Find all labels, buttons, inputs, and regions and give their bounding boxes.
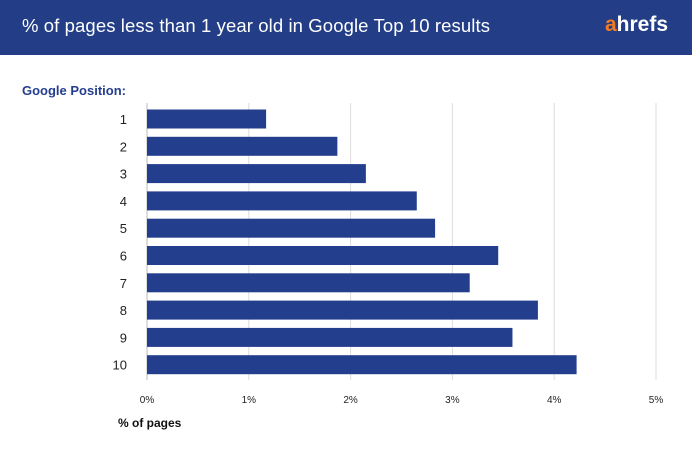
y-tick-label: 1 (120, 112, 127, 127)
y-tick-label: 6 (120, 249, 127, 264)
chart-title: % of pages less than 1 year old in Googl… (22, 15, 491, 36)
y-tick-label: 7 (120, 276, 127, 291)
y-tick-label: 10 (113, 358, 127, 373)
logo-accent-letter: a (604, 13, 617, 36)
bar (147, 327, 513, 347)
y-tick-label: 5 (120, 221, 127, 236)
bar (147, 246, 499, 265)
bar (147, 218, 436, 238)
x-tick-label: 4% (547, 395, 562, 406)
x-tick-label: 1% (242, 395, 257, 406)
bar (147, 191, 417, 211)
logo-wordmark: hrefs (616, 13, 668, 36)
x-tick-label: 5% (649, 395, 664, 406)
bar (147, 164, 366, 184)
y-tick-label: 9 (120, 330, 127, 345)
bar (147, 355, 577, 375)
y-tick-label: 8 (120, 303, 127, 318)
x-tick-label: 0% (140, 395, 155, 406)
bar (147, 300, 538, 320)
ahrefs-logo: ahrefs (605, 12, 668, 38)
x-tick-label: 2% (343, 395, 358, 406)
bar (147, 136, 338, 156)
y-axis-title: Google Position: (22, 83, 126, 98)
y-tick-label: 3 (120, 167, 127, 182)
header-bar: % of pages less than 1 year old in Googl… (0, 0, 692, 55)
x-axis-title: % of pages (118, 416, 182, 430)
bar (147, 109, 267, 129)
y-tick-label: 4 (120, 194, 127, 209)
x-tick-label: 3% (445, 395, 460, 406)
bar (147, 273, 470, 293)
y-tick-label: 2 (120, 139, 127, 154)
